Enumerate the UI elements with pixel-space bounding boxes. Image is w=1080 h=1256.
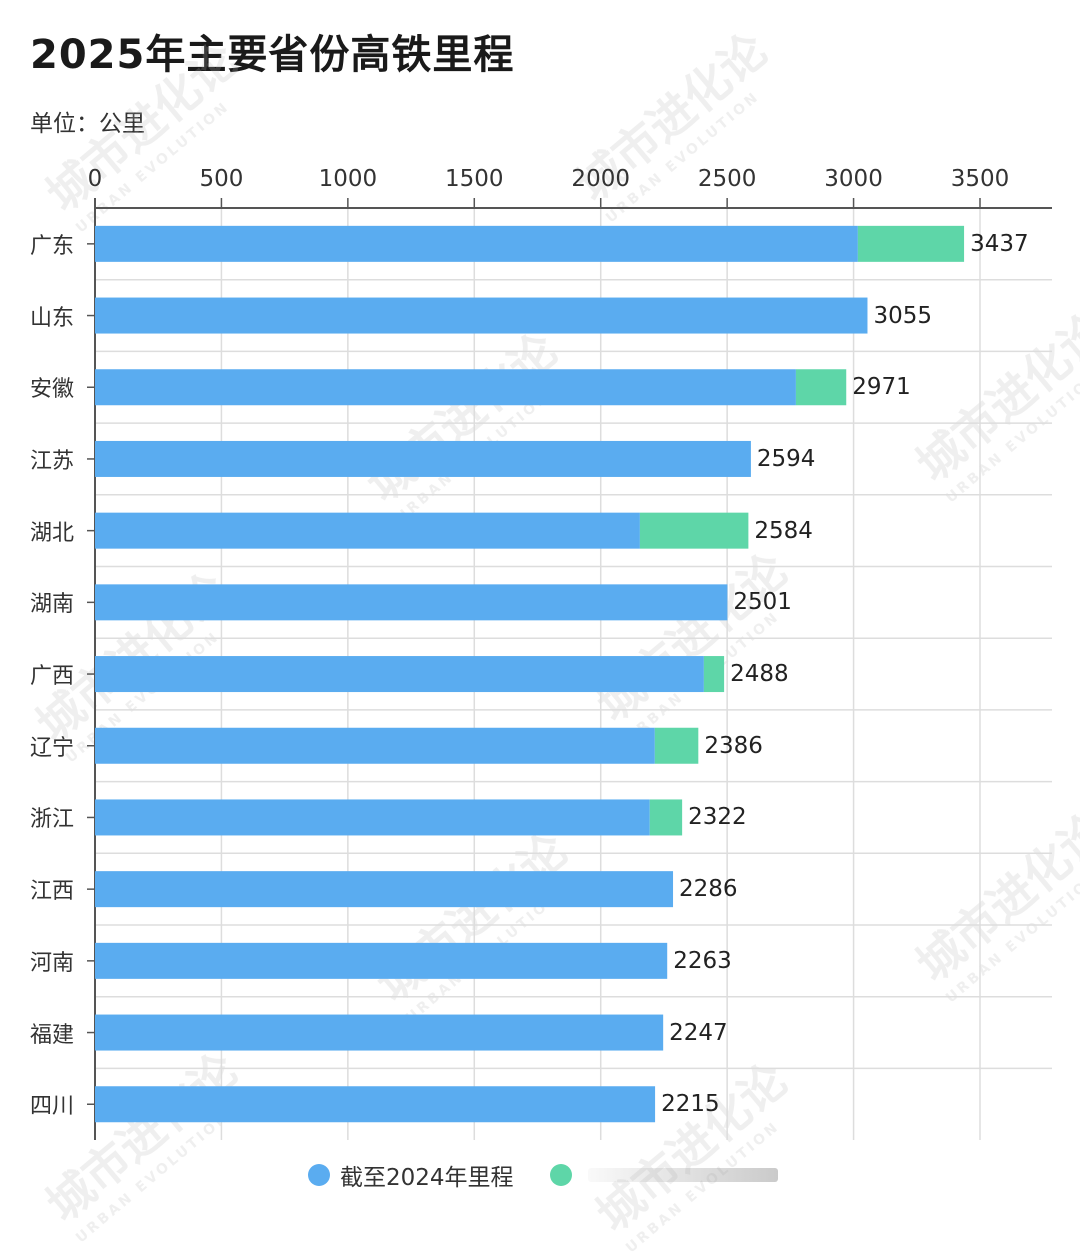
legend-item-base[interactable]: 截至2024年里程 <box>308 1158 514 1192</box>
bar-segment[interactable] <box>654 727 699 764</box>
category-label: 山东 <box>30 305 75 331</box>
bar-segment[interactable] <box>95 512 640 549</box>
bar-chart <box>87 198 1052 1140</box>
value-label: 3055 <box>873 302 933 329</box>
bar-segment[interactable] <box>95 942 668 979</box>
value-label: 2322 <box>688 804 747 831</box>
category-label: 湖南 <box>30 592 75 618</box>
value-label: 2594 <box>756 445 816 472</box>
bar-segment[interactable] <box>95 584 728 621</box>
bar-segment[interactable] <box>649 799 683 836</box>
category-label: 江苏 <box>30 448 75 474</box>
value-label: 2263 <box>673 947 732 974</box>
legend-label-base: 截至2024年里程 <box>340 1165 514 1191</box>
x-tick-label: 1000 <box>318 166 378 192</box>
bar-segment[interactable] <box>95 656 704 693</box>
x-tick-label: 1500 <box>445 166 504 192</box>
x-tick-label: 3000 <box>824 166 883 192</box>
bar-segment[interactable] <box>95 297 868 334</box>
category-label: 四川 <box>30 1094 75 1120</box>
category-label: 河南 <box>30 950 75 976</box>
x-tick-label: 2000 <box>571 166 630 192</box>
unit-label: 单位：公里 <box>30 111 145 137</box>
bar-segment[interactable] <box>95 799 650 836</box>
category-label: 湖北 <box>30 520 75 546</box>
legend-dot-base-icon <box>308 1164 330 1186</box>
bar-segment[interactable] <box>857 225 965 262</box>
bar-segment[interactable] <box>95 1086 656 1123</box>
category-label: 安徽 <box>30 377 75 403</box>
category-label: 江西 <box>30 879 75 905</box>
legend-dot-added-icon <box>549 1164 572 1186</box>
bar-segment[interactable] <box>95 727 655 764</box>
legend: 截至2024年里程 <box>308 1158 814 1192</box>
x-tick-label: 3500 <box>950 166 1010 192</box>
bar-segment[interactable] <box>95 871 674 908</box>
bar-segment[interactable] <box>703 656 725 693</box>
bar-segment[interactable] <box>95 440 751 477</box>
value-label: 2386 <box>704 732 763 759</box>
chart-title: 2025年主要省份高铁里程 <box>30 32 515 78</box>
value-label: 3437 <box>970 230 1029 257</box>
x-tick-label: 0 <box>87 166 103 192</box>
bar-segment[interactable] <box>795 369 847 406</box>
bar-segment[interactable] <box>95 1014 664 1051</box>
value-label: 2286 <box>679 876 738 903</box>
value-label: 2501 <box>733 589 792 616</box>
x-tick-label: 500 <box>199 166 244 192</box>
category-label: 广东 <box>30 233 75 259</box>
category-label: 福建 <box>30 1022 75 1048</box>
bar-segment[interactable] <box>639 512 749 549</box>
category-label: 辽宁 <box>30 735 75 761</box>
x-tick-label: 2500 <box>697 166 757 192</box>
legend-label-added-obscured <box>587 1168 778 1182</box>
value-label: 2488 <box>730 661 789 688</box>
legend-item-added[interactable] <box>549 1164 778 1186</box>
category-label: 广西 <box>30 664 75 690</box>
value-label: 2215 <box>661 1091 720 1118</box>
value-label: 2584 <box>754 517 813 544</box>
value-label: 2971 <box>852 374 911 401</box>
category-label: 浙江 <box>30 807 75 833</box>
value-label: 2247 <box>669 1019 728 1046</box>
bar-segment[interactable] <box>95 369 796 406</box>
bar-segment[interactable] <box>95 225 858 262</box>
